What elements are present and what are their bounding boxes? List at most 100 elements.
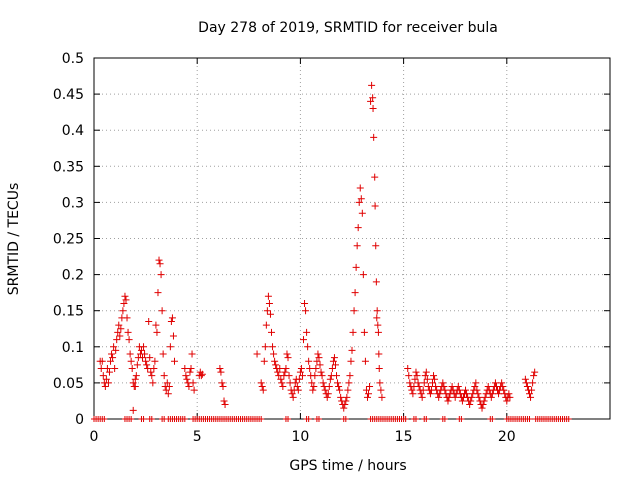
data-point (189, 379, 197, 387)
data-point (432, 383, 440, 391)
data-point (303, 328, 311, 336)
data-point (528, 386, 536, 394)
data-point (375, 350, 383, 358)
data-point (129, 379, 137, 387)
data-point (342, 397, 350, 405)
data-point (351, 289, 359, 297)
data-point (505, 390, 513, 398)
data-point (521, 375, 529, 383)
data-point (467, 397, 475, 405)
data-point (274, 368, 282, 376)
data-point (272, 361, 280, 369)
data-points (96, 81, 539, 414)
data-point (444, 397, 452, 405)
data-point (276, 364, 284, 372)
axes (93, 57, 611, 420)
data-point (451, 393, 459, 401)
data-point (345, 379, 353, 387)
data-point (354, 224, 362, 232)
data-point (343, 393, 351, 401)
data-point (99, 372, 107, 380)
data-point (181, 364, 189, 372)
data-point (466, 401, 474, 409)
data-point (167, 318, 175, 326)
data-point (147, 368, 155, 376)
data-point (160, 372, 168, 380)
data-point (311, 372, 319, 380)
data-point (281, 368, 289, 376)
data-point (309, 386, 317, 394)
data-point (331, 361, 339, 369)
data-point (409, 390, 417, 398)
data-point (103, 364, 111, 372)
y-tick-label: 0.4 (62, 123, 84, 139)
data-point (310, 383, 318, 391)
zero-point (423, 416, 430, 422)
data-point (484, 383, 492, 391)
data-point (258, 383, 266, 391)
data-point (366, 383, 374, 391)
data-point (361, 357, 369, 365)
data-point (140, 343, 148, 351)
data-point (344, 386, 352, 394)
data-point (182, 372, 190, 380)
data-point (419, 386, 427, 394)
data-point (169, 332, 177, 340)
data-point (145, 318, 153, 326)
data-point (500, 386, 508, 394)
data-point (471, 383, 479, 391)
data-point (423, 375, 431, 383)
data-point (488, 390, 496, 398)
chart-title: Day 278 of 2019, SRMTID for receiver bul… (198, 20, 498, 36)
data-point (149, 379, 157, 387)
data-point (334, 379, 342, 387)
data-point (165, 383, 173, 391)
zero-point (101, 416, 108, 422)
data-point (123, 314, 131, 322)
x-tick-label: 20 (498, 429, 516, 445)
data-point (527, 393, 535, 401)
data-point (257, 379, 265, 387)
data-point (277, 375, 285, 383)
data-point (337, 393, 345, 401)
data-point (143, 361, 151, 369)
data-point (440, 383, 448, 391)
data-point (187, 364, 195, 372)
data-point (104, 379, 112, 387)
data-point (158, 307, 166, 315)
data-point (356, 184, 364, 192)
data-point (285, 372, 293, 380)
data-point (283, 350, 291, 358)
data-point (369, 105, 377, 113)
data-point (503, 397, 511, 405)
zero-point (441, 416, 448, 422)
data-point (306, 364, 314, 372)
data-point (279, 383, 287, 391)
data-point (216, 364, 224, 372)
data-point (413, 372, 421, 380)
data-point (109, 354, 117, 362)
data-point (152, 321, 160, 329)
data-point (377, 386, 385, 394)
data-point (312, 364, 320, 372)
data-point (190, 386, 198, 394)
zero-point (526, 416, 533, 422)
x-tick-label: 10 (291, 429, 309, 445)
data-point (323, 393, 331, 401)
data-point (487, 393, 495, 401)
data-point (369, 94, 377, 102)
data-point (522, 379, 530, 387)
data-point (308, 379, 316, 387)
data-point (293, 383, 301, 391)
data-point (374, 321, 382, 329)
data-point (368, 81, 376, 89)
data-point (358, 209, 366, 217)
data-point (156, 260, 164, 268)
x-tick-label: 5 (193, 429, 202, 445)
data-point (415, 383, 423, 391)
y-tick-label: 0.45 (53, 87, 84, 103)
data-point (313, 357, 321, 365)
data-point (155, 256, 163, 264)
data-point (317, 368, 325, 376)
data-point (107, 357, 115, 365)
